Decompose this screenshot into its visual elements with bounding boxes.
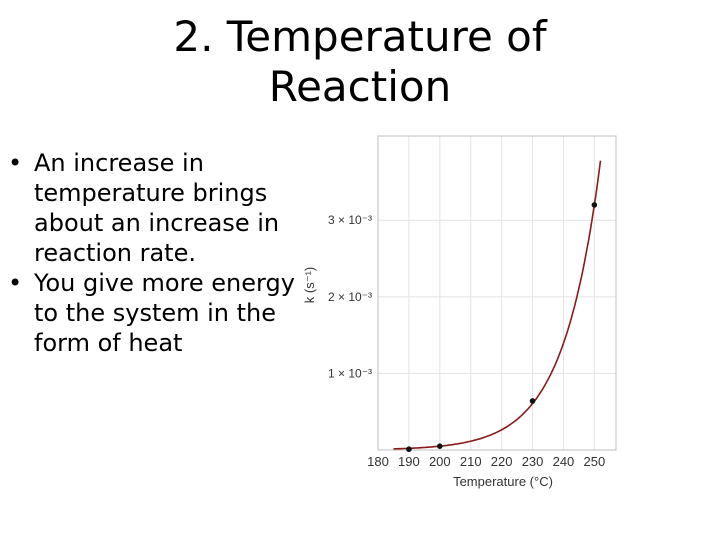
y-tick-label: 1 × 10⁻³: [328, 366, 372, 380]
bullet-dot-icon: •: [8, 269, 23, 297]
rate-temperature-chart: 180 190 200 210 220 230 240 250 1 × 10⁻³ 2 × 10⁻…: [302, 135, 617, 489]
x-tick-label: 240: [553, 454, 575, 469]
plot-frame: [377, 135, 617, 451]
data-point: [437, 443, 443, 449]
y-axis-label: k (s⁻¹): [302, 267, 317, 303]
chart-curve-layer: [393, 160, 602, 450]
x-tick-label: 210: [460, 454, 482, 469]
y-tick-labels: 1 × 10⁻³ 2 × 10⁻³ 3 × 10⁻³: [328, 213, 372, 380]
title-line-2: Reaction: [268, 62, 452, 111]
data-point: [406, 446, 412, 453]
x-tick-label: 220: [491, 454, 513, 469]
slide-title: 2. Temperature of Reaction: [0, 12, 720, 112]
bullet-text: You give more energy to the system in th…: [34, 269, 295, 357]
data-point: [529, 398, 536, 404]
bullet-dot-icon: •: [8, 149, 23, 177]
x-tick-label: 200: [429, 454, 451, 469]
y-tick-label: 3 × 10⁻³: [328, 213, 372, 227]
chart-grid: [377, 136, 616, 450]
x-axis-label: Temperature (°C): [453, 474, 553, 489]
series-line: [393, 160, 602, 450]
x-tick-label: 250: [584, 454, 606, 469]
x-tick-label: 180: [367, 454, 389, 469]
bullet-list: • An increase in temperature brings abou…: [8, 148, 308, 358]
chart-axes: [377, 135, 617, 451]
bullet-item: • You give more energy to the system in …: [8, 268, 308, 358]
bullet-item: • An increase in temperature brings abou…: [8, 148, 308, 268]
chart-points: [406, 202, 598, 453]
data-point: [591, 202, 598, 208]
x-tick-label: 230: [522, 454, 544, 469]
x-tick-labels: 180 190 200 210 220 230 240 250: [367, 454, 605, 469]
x-tick-label: 190: [398, 454, 420, 469]
bullet-text: An increase in temperature brings about …: [34, 149, 280, 267]
y-tick-label: 2 × 10⁻³: [328, 290, 372, 304]
title-line-1: 2. Temperature of: [173, 12, 547, 61]
